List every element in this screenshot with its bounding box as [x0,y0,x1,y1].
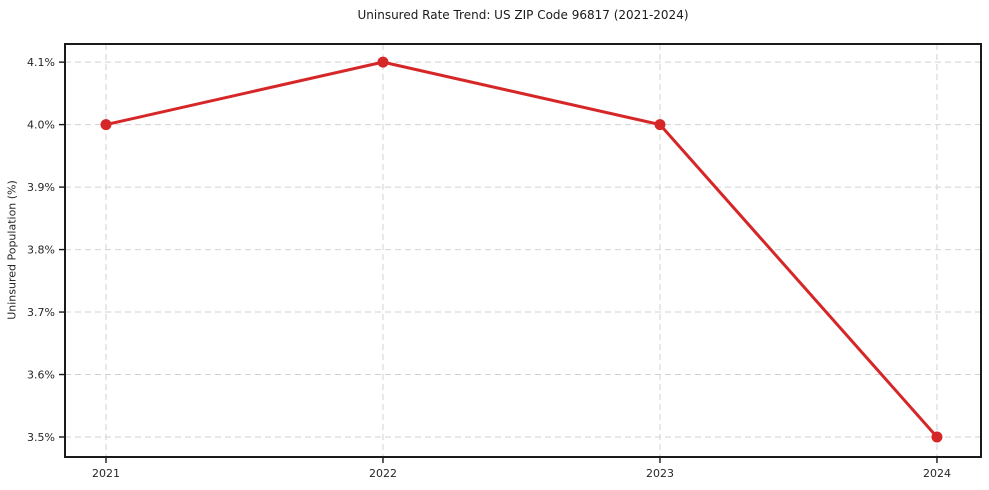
x-tick-label: 2021 [92,467,120,480]
y-tick-label: 3.7% [27,306,55,319]
data-point-marker [654,119,666,131]
x-tick-label: 2022 [369,467,397,480]
y-tick-label: 3.6% [27,369,55,382]
data-point-marker [100,119,112,131]
x-tick-label: 2023 [646,467,674,480]
data-point-marker [377,56,389,68]
x-tick-label: 2024 [923,467,951,480]
y-tick-label: 4.1% [27,56,55,69]
y-tick-label: 3.8% [27,244,55,257]
data-point-marker [931,431,943,443]
chart-title: Uninsured Rate Trend: US ZIP Code 96817 … [357,8,689,22]
y-tick-label: 4.0% [27,119,55,132]
plot-border [64,43,982,458]
y-tick-label: 3.5% [27,431,55,444]
trend-line [104,60,939,439]
y-tick-label: 3.9% [27,181,55,194]
